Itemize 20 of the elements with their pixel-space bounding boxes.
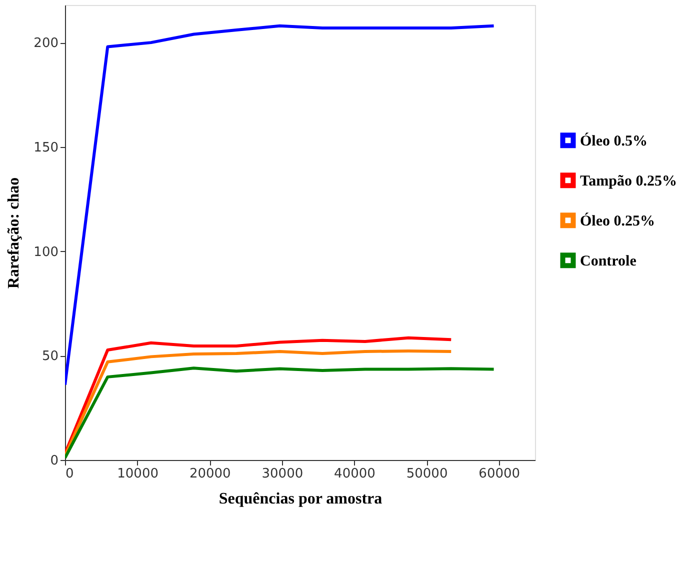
y-tick-label: 150 — [34, 140, 58, 156]
x-tick-label: 10000 — [117, 466, 158, 482]
y-tick-label: 50 — [42, 349, 58, 364]
legend-label: Tampão 0.25% — [580, 173, 677, 190]
x-tick-label: 20000 — [189, 466, 231, 482]
x-tick-label: 60000 — [478, 466, 520, 482]
legend-label: Óleo 0.25% — [580, 212, 655, 230]
legend-label: Controle — [580, 253, 637, 270]
y-tick-label: 0 — [50, 454, 58, 468]
line-series — [65, 366, 496, 460]
x-tick-label: 0 — [66, 466, 74, 482]
x-tick-label: 30000 — [262, 466, 304, 482]
line-series — [65, 24, 496, 386]
x-tick-label: 40000 — [334, 466, 376, 482]
y-tick-label: 200 — [34, 36, 58, 52]
y-axis-title: Rarefação: chao — [6, 177, 23, 289]
y-tick-label: 100 — [34, 244, 58, 260]
legend-label: Óleo 0.5% — [580, 132, 648, 150]
x-axis-title: Sequências por amostra — [218, 490, 382, 508]
x-tick-label: 50000 — [406, 466, 448, 482]
